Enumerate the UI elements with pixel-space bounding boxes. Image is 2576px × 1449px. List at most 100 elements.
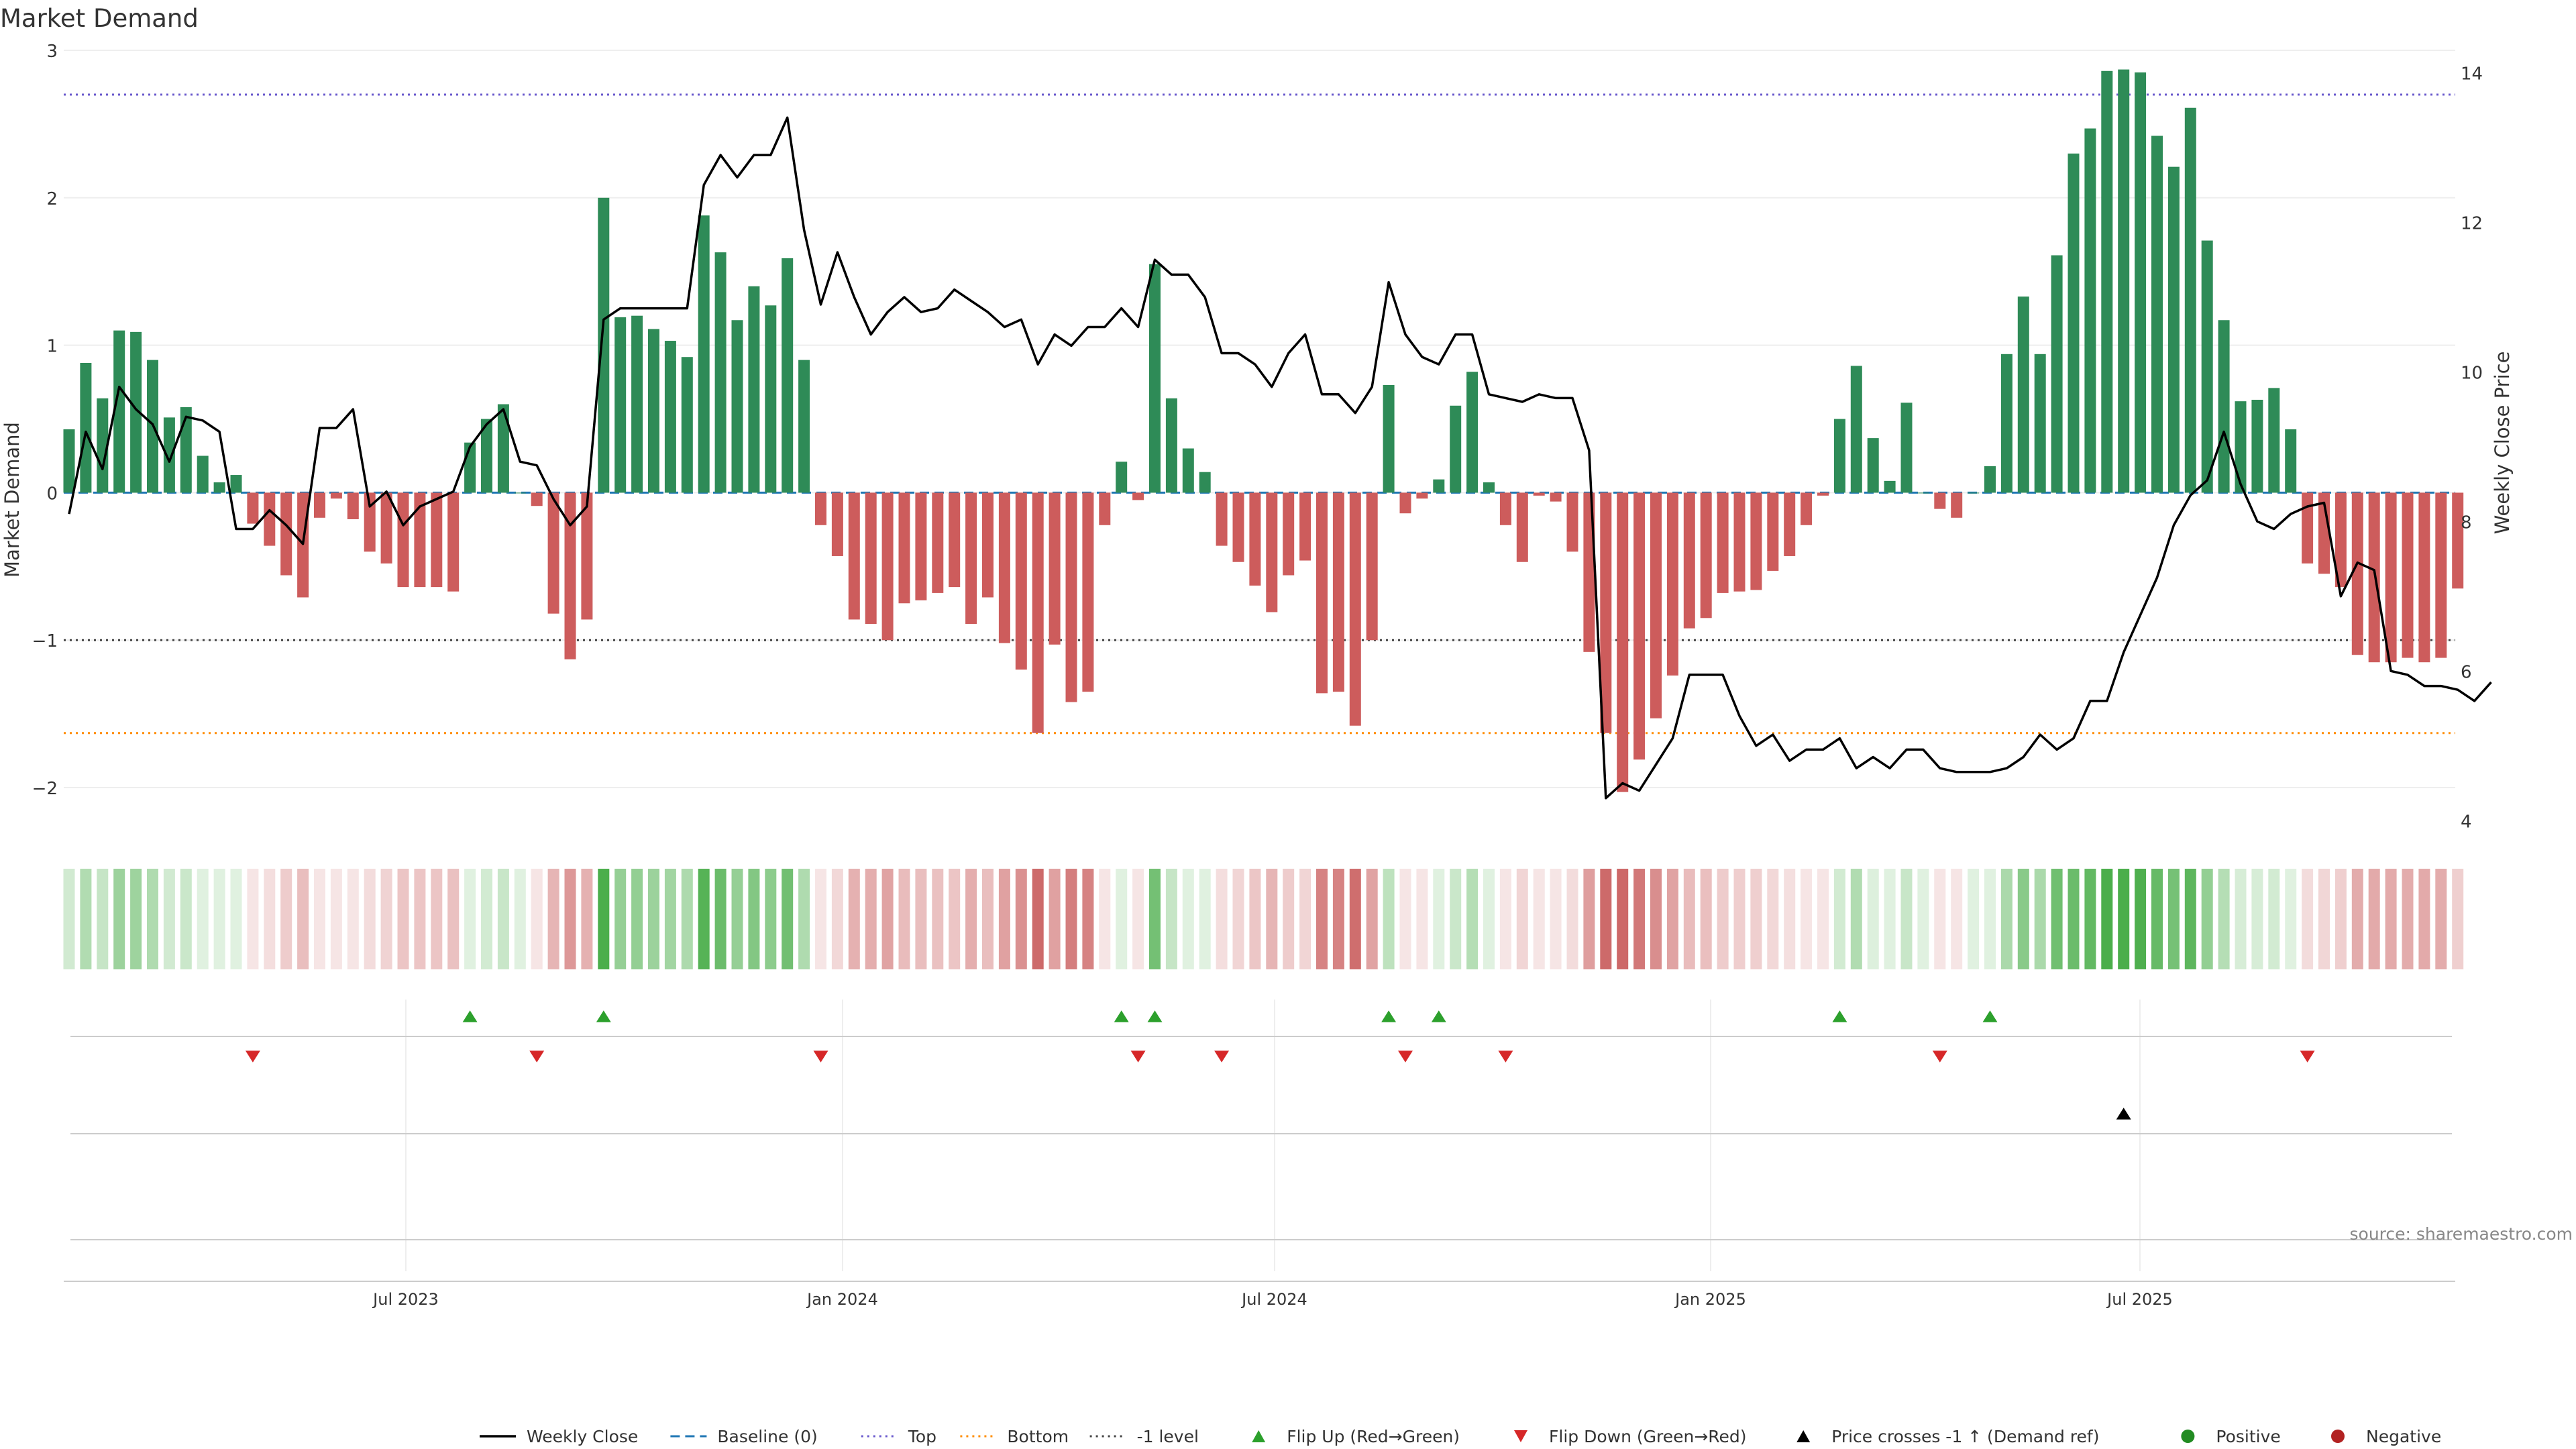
y-tick-label: 3 [46, 42, 58, 62]
legend-item: Price crosses -1 ↑ (Demand ref) [1796, 1427, 2099, 1446]
demand-bar [2402, 492, 2414, 658]
legend-label: Negative [2366, 1427, 2441, 1446]
demand-bar [1182, 448, 1194, 493]
demand-bar [1266, 492, 1278, 612]
flip-down-marker [1932, 1051, 1947, 1063]
strip-cell [1299, 869, 1311, 969]
demand-bar [447, 492, 460, 592]
demand-bar [113, 330, 125, 493]
strip-cell [1466, 869, 1479, 969]
strip-cell [2084, 869, 2096, 969]
strip-cell [2452, 869, 2464, 969]
demand-bar [2051, 255, 2063, 493]
demand-bar [898, 492, 910, 604]
strip-cell [2000, 869, 2012, 969]
strip-cell [982, 869, 994, 969]
strip-cell [1349, 869, 1361, 969]
strip-cell [1399, 869, 1411, 969]
demand-bar [2151, 136, 2163, 493]
strip-cell [1165, 869, 1177, 969]
y-axis-label: Market Demand [1, 422, 23, 578]
strip-cell [2218, 869, 2230, 969]
demand-bar [1750, 492, 1762, 590]
strip-cell [631, 869, 643, 969]
strip-cell [614, 869, 627, 969]
strip-cell [664, 869, 676, 969]
strip-cell [998, 869, 1010, 969]
strip-cell [1767, 869, 1779, 969]
demand-bar [1617, 492, 1629, 792]
strip-cell [714, 869, 727, 969]
demand-bar [497, 404, 509, 493]
strip-cell [2285, 869, 2297, 969]
demand-bar [581, 492, 593, 620]
y-tick-label: −2 [32, 779, 58, 799]
strip-cell [1032, 869, 1044, 969]
demand-bar [1683, 492, 1695, 629]
strip-cell [1867, 869, 1879, 969]
demand-bars [63, 69, 2464, 792]
strip-cell [1583, 869, 1595, 969]
strip-cell [898, 869, 910, 969]
demand-bar [2218, 320, 2230, 493]
strip-cell [1900, 869, 1913, 969]
y2-axis-label: Weekly Close Price [2491, 352, 2514, 535]
demand-bar [63, 429, 75, 493]
strip-cell [1850, 869, 1862, 969]
demand-bar [1784, 492, 1796, 556]
demand-bar [1065, 492, 1077, 702]
legend-item: Positive [2181, 1427, 2281, 1446]
demand-bar [1366, 492, 1378, 641]
strip-cell [1116, 869, 1128, 969]
demand-bar [1600, 492, 1612, 733]
strip-cell [949, 869, 961, 969]
demand-bar [1399, 492, 1411, 514]
reference-lines [64, 93, 2455, 735]
demand-bar [631, 315, 643, 493]
strip-cell [1516, 869, 1528, 969]
demand-bar [1533, 492, 1545, 496]
demand-bar [564, 492, 576, 659]
strip-cell [2118, 869, 2130, 969]
strip-cell [2017, 869, 2029, 969]
flip-up-marker [1381, 1010, 1397, 1022]
demand-bar [1483, 482, 1495, 493]
strip-cell [1733, 869, 1746, 969]
strip-cell [1182, 869, 1194, 969]
strip-cell [1717, 869, 1729, 969]
demand-bar [2268, 388, 2280, 493]
strip-cell [514, 869, 526, 969]
x-tick-label: Jul 2024 [1240, 1290, 1307, 1309]
flip-up-marker [1147, 1010, 1163, 1022]
legend-label: Price crosses -1 ↑ (Demand ref) [1831, 1427, 2099, 1446]
strip-cell [1550, 869, 1562, 969]
strip-cell [97, 869, 109, 969]
demand-bar [2435, 492, 2447, 658]
strip-cell [247, 869, 259, 969]
strip-cell [1633, 869, 1646, 969]
legend-item: Flip Down (Green→Red) [1514, 1427, 1747, 1446]
legend-label: Top [908, 1427, 936, 1446]
strip-cell [1817, 869, 1829, 969]
demand-bar [2385, 492, 2397, 663]
demand-bar [1917, 492, 1929, 494]
strip-cell [1666, 869, 1678, 969]
demand-bar [2452, 492, 2464, 589]
strip-cell [1332, 869, 1344, 969]
demand-bar [782, 258, 794, 493]
y2-tick-label: 6 [2461, 662, 2472, 682]
strip-cell [481, 869, 492, 969]
strip-cell [1917, 869, 1929, 969]
flip-down-marker [529, 1051, 545, 1063]
demand-bar [2351, 492, 2363, 655]
strip-cell [2402, 869, 2414, 969]
legend-label: Flip Down (Green→Red) [1549, 1427, 1747, 1446]
demand-bar [1032, 492, 1044, 733]
strip-cell [1266, 869, 1278, 969]
demand-bar [1199, 472, 1211, 493]
strip-cell [80, 869, 92, 969]
strip-cell [2068, 869, 2080, 969]
demand-bar [230, 475, 242, 493]
demand-bar [97, 398, 109, 493]
strip-cell [865, 869, 877, 969]
